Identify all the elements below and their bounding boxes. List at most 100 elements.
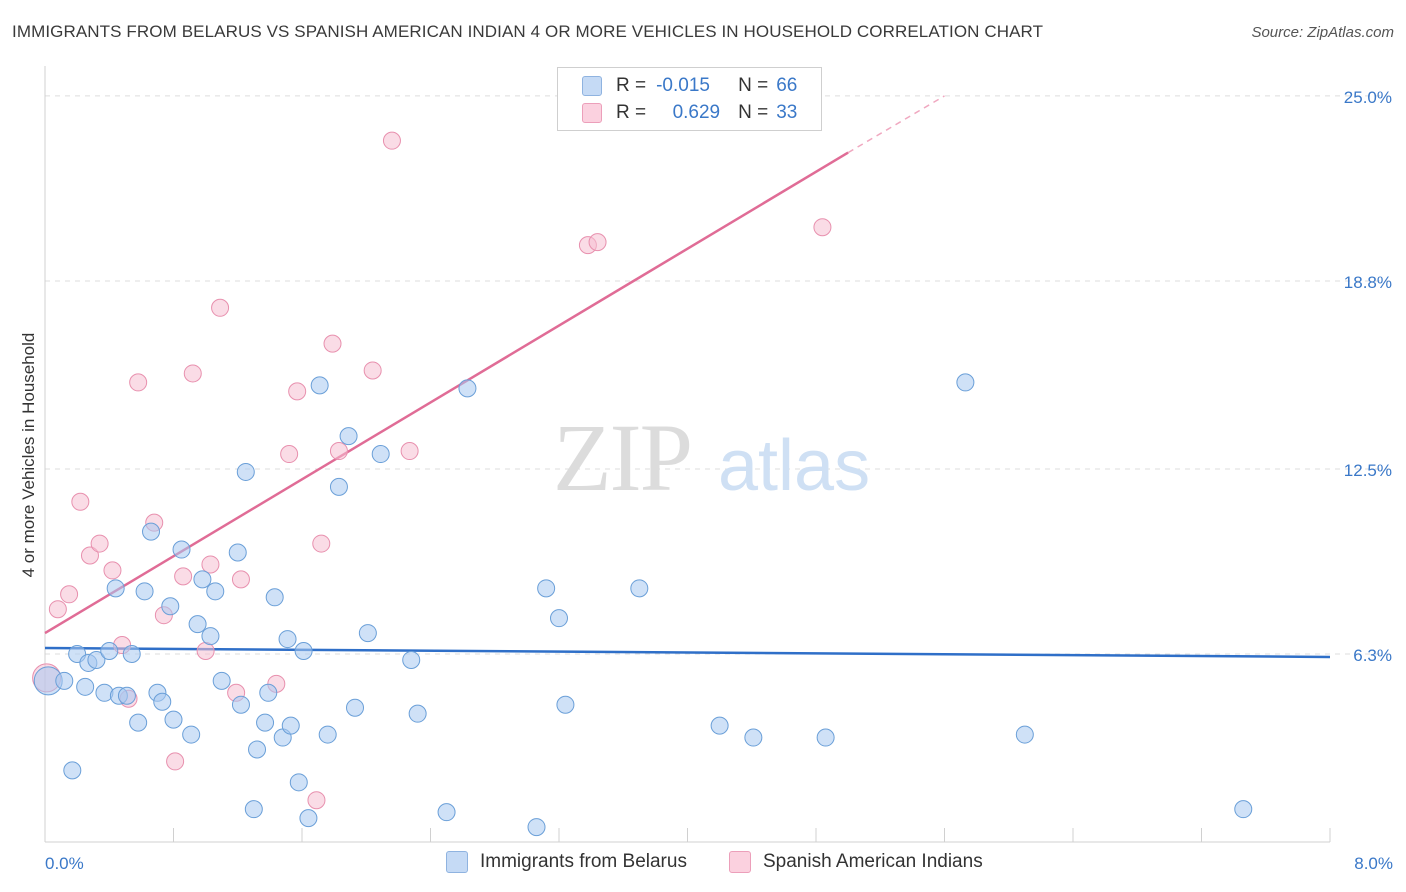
legend-item-belarus: Immigrants from Belarus <box>446 851 687 873</box>
legend-n-label: N = <box>738 102 769 123</box>
point-spanish-american <box>103 561 122 580</box>
point-belarus <box>161 597 180 616</box>
y-axis-label: 4 or more Vehicles in Household <box>19 333 38 578</box>
point-belarus <box>182 725 201 744</box>
legend-swatch-pink <box>729 851 751 873</box>
point-belarus <box>816 728 835 747</box>
point-belarus <box>437 803 456 822</box>
point-spanish-american <box>323 334 342 353</box>
legend-r-label: R = <box>616 102 647 123</box>
point-belarus <box>408 704 427 723</box>
point-belarus <box>55 671 74 690</box>
point-spanish-american <box>196 642 215 660</box>
point-belarus <box>458 379 477 398</box>
point-spanish-american <box>588 233 607 252</box>
legend-label: Immigrants from Belarus <box>480 851 687 872</box>
point-belarus <box>358 624 377 643</box>
legend-r-value: -0.015 <box>656 75 710 96</box>
point-spanish-american <box>60 585 79 604</box>
legend-n-value: 33 <box>776 102 798 123</box>
point-belarus <box>63 761 82 780</box>
watermark: ZIP atlas <box>553 404 870 511</box>
point-belarus <box>142 522 161 541</box>
point-spanish-american <box>288 382 307 401</box>
point-belarus <box>122 644 141 663</box>
legend-swatch-pink <box>582 103 602 123</box>
point-spanish-american <box>280 445 299 464</box>
point-belarus <box>244 800 263 819</box>
point-belarus <box>744 728 763 747</box>
point-belarus <box>193 570 212 589</box>
point-belarus <box>164 710 183 729</box>
point-belarus <box>556 695 575 714</box>
point-spanish-american <box>71 492 90 511</box>
y-tick-label: 25.0% <box>1344 88 1392 107</box>
legend-row-belarus: R = -0.015 N = 66 <box>582 73 797 99</box>
point-belarus <box>537 579 556 598</box>
legend-swatch-blue <box>446 851 468 873</box>
point-spanish-american <box>90 534 109 553</box>
series-legend: Immigrants from Belarus Spanish American… <box>0 851 1406 877</box>
point-belarus <box>329 477 348 496</box>
trendline-extension-spanish-american <box>847 95 945 154</box>
point-belarus <box>550 609 568 628</box>
legend-item-spanish-american: Spanish American Indians <box>729 851 983 873</box>
legend-swatch-blue <box>582 76 602 96</box>
point-belarus <box>76 677 95 696</box>
watermark-atlas: atlas <box>718 426 870 506</box>
point-belarus <box>135 582 154 601</box>
point-belarus <box>106 579 125 598</box>
point-belarus <box>248 740 267 759</box>
tick-labels: 6.3% 12.5% 18.8% 25.0% 0.0% 8.0% <box>45 88 1393 873</box>
point-spanish-american <box>363 361 382 380</box>
legend-label: Spanish American Indians <box>763 851 983 872</box>
point-belarus <box>1234 800 1253 819</box>
point-belarus <box>117 686 136 705</box>
point-spanish-american <box>312 534 331 553</box>
legend-n-label: N = <box>738 75 769 96</box>
point-belarus <box>153 692 172 711</box>
y-tick-label: 6.3% <box>1353 646 1392 665</box>
point-belarus <box>956 373 975 392</box>
point-spanish-american <box>400 442 419 461</box>
point-belarus <box>95 683 114 702</box>
point-belarus <box>318 725 337 744</box>
legend-n-value: 66 <box>776 75 798 96</box>
point-belarus <box>289 773 308 792</box>
point-belarus <box>236 462 255 481</box>
point-spanish-american <box>80 546 99 565</box>
point-spanish-american <box>329 442 348 461</box>
trendline-belarus <box>44 646 1331 659</box>
point-spanish-american <box>174 567 193 586</box>
point-belarus <box>371 445 390 464</box>
point-belarus <box>100 642 119 660</box>
legend-row-spanish-american: R = 0.629 N = 33 <box>582 100 797 126</box>
point-belarus <box>206 582 225 601</box>
x-tick-label: 8.0% <box>1354 854 1393 873</box>
point-belarus <box>228 543 247 562</box>
axes <box>44 66 1331 843</box>
point-belarus <box>188 615 207 634</box>
point-spanish-american <box>231 570 250 589</box>
y-tick-label: 18.8% <box>1344 273 1392 292</box>
correlation-legend: R = -0.015 N = 66 R = 0.629 N = 33 <box>557 67 822 131</box>
point-belarus <box>87 650 106 669</box>
point-spanish-american <box>201 555 220 574</box>
point-spanish-american <box>382 131 401 150</box>
point-belarus <box>212 671 231 690</box>
point-belarus <box>259 683 278 702</box>
point-belarus <box>346 698 365 717</box>
point-spanish-american <box>166 752 185 771</box>
point-spanish-american <box>813 218 832 237</box>
point-belarus <box>1015 725 1034 744</box>
point-spanish-american <box>211 298 230 317</box>
point-belarus <box>231 695 250 714</box>
point-belarus <box>310 376 329 395</box>
point-belarus <box>299 809 318 828</box>
point-spanish-american <box>183 364 202 383</box>
point-belarus <box>201 627 220 646</box>
chart-title: IMMIGRANTS FROM BELARUS VS SPANISH AMERI… <box>12 22 1044 41</box>
x-tick-label: 0.0% <box>45 854 84 873</box>
point-spanish-american <box>129 373 148 392</box>
